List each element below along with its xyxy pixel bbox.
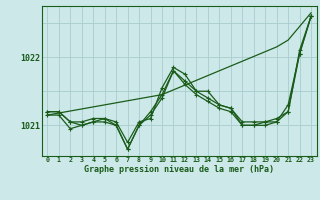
X-axis label: Graphe pression niveau de la mer (hPa): Graphe pression niveau de la mer (hPa) — [84, 165, 274, 174]
